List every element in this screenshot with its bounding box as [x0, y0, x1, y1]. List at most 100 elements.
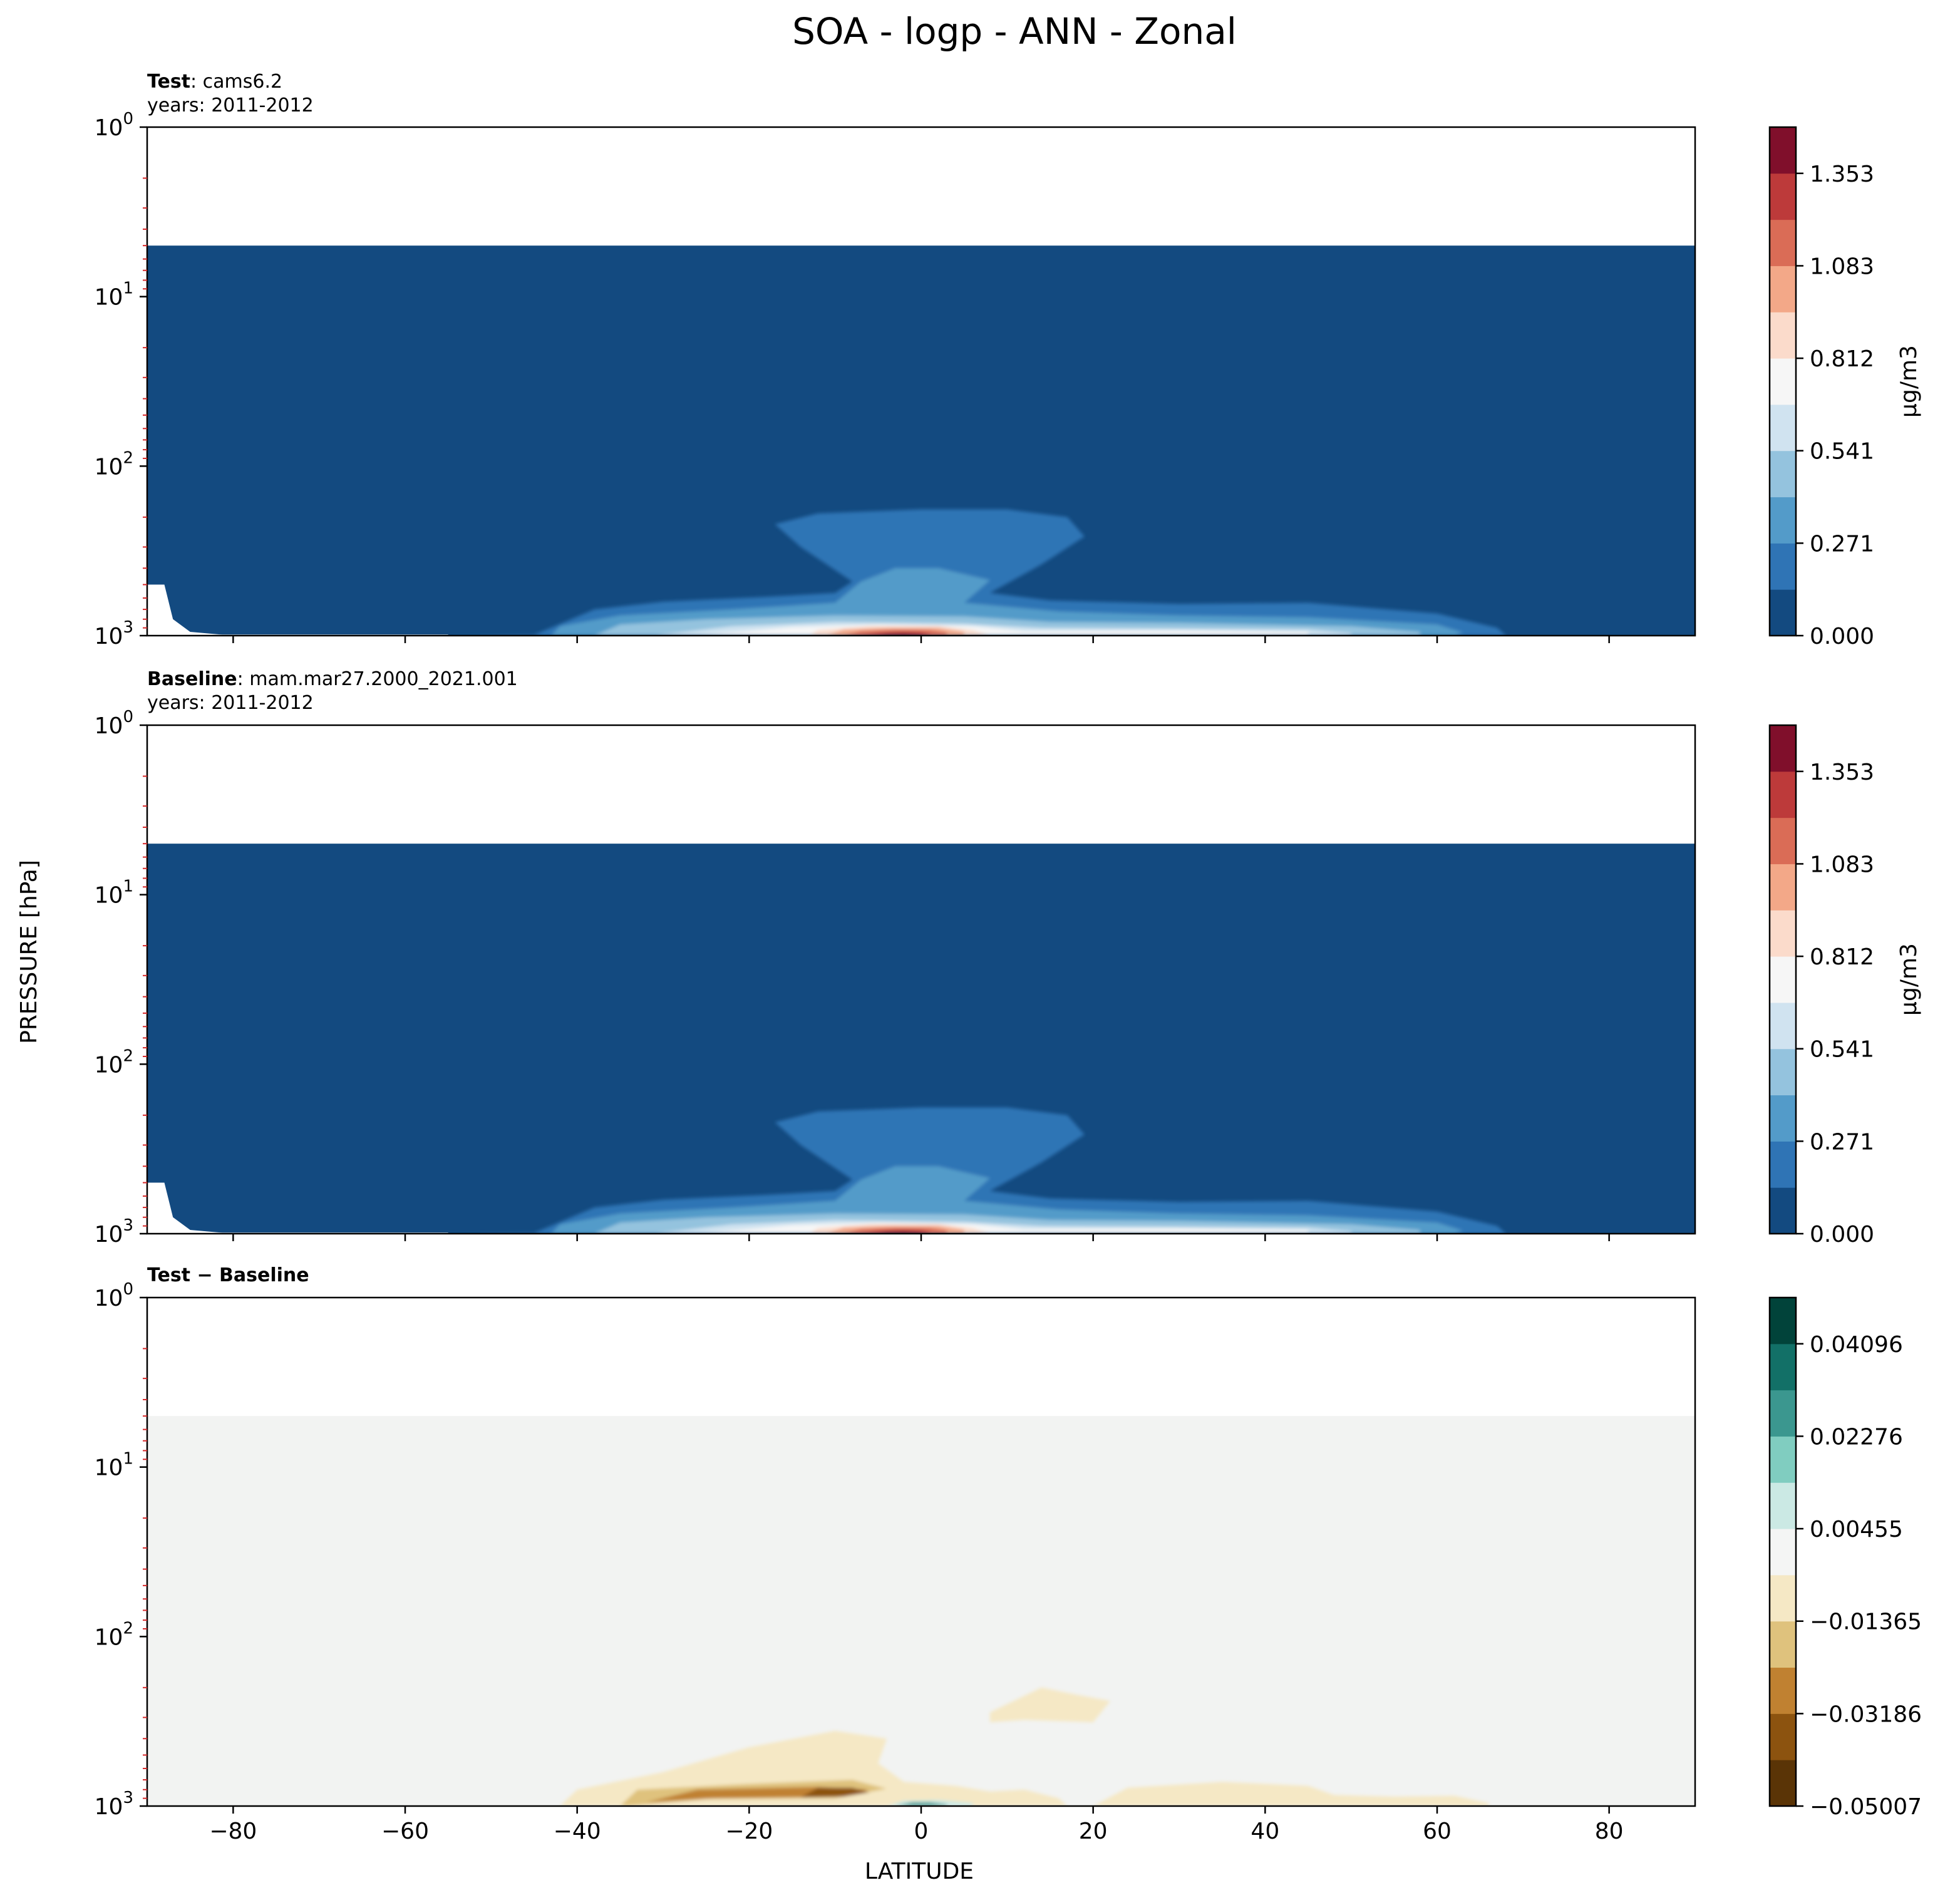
y-axis-label: PRESSURE [hPa]: [16, 860, 42, 1044]
panel-test-colorbar-tick-label: 0.812: [1810, 346, 1874, 372]
panel-diff-colorbar-tick-label: 0.04096: [1810, 1332, 1903, 1358]
panel-baseline-colorbar-segment: [1770, 1187, 1796, 1234]
panel-diff-plot: [147, 1416, 1695, 1806]
panel-diff-ytick-label-0: 100: [95, 1280, 133, 1311]
panel-test-colorbar: 0.000 0.271 0.541 0.812 1.083 1.353 μg/m3: [1768, 126, 1922, 649]
panel-baseline-colorbar-tick-label: 0.271: [1810, 1129, 1874, 1155]
panel-diff-colorbar-segment: [1770, 1667, 1796, 1714]
panel-diff-yaxis: 100 101 102 103: [95, 1280, 147, 1820]
panel-test-colorbar-segment: [1770, 404, 1796, 452]
panel-baseline-ytick-label-3: 103: [95, 1216, 133, 1247]
panel-baseline-xaxis: [232, 1234, 1610, 1241]
panel-baseline-colorbar-segment: [1770, 817, 1796, 864]
panel-test-colorbar-frame: [1768, 126, 1797, 637]
panel-baseline-colorbar-segment: [1770, 910, 1796, 957]
panel-diff-xtick-label: 40: [1251, 1819, 1279, 1844]
panel-baseline-plot: [147, 844, 1695, 1234]
panel-diff-xaxis: −80 −60 −40 −20 0 20 40 60 80: [209, 1806, 1624, 1844]
panel-diff-ytick-label-2: 102: [95, 1619, 133, 1650]
panel-diff-colorbar-tick-label: 0.00455: [1810, 1517, 1903, 1542]
panel-diff-colorbar-segment: [1770, 1621, 1796, 1668]
panel-diff-contour-tan3: [1093, 1782, 1489, 1806]
panel-test-yaxis: 100 101 102 103: [95, 110, 147, 649]
panel-baseline-colorbar-tick-label: 0.812: [1810, 944, 1874, 970]
panel-diff-ytick-label-1: 101: [95, 1450, 133, 1481]
panel-test-colorbar-segment: [1770, 312, 1796, 359]
panel-baseline-colorbar-frame: [1768, 724, 1797, 1235]
figure-title: SOA - logp - ANN - Zonal: [792, 10, 1237, 53]
panel-diff-colorbar-tick-label: −0.05007: [1810, 1794, 1922, 1820]
panel-baseline-colorbar-tick-label: 0.541: [1810, 1037, 1874, 1063]
panel-test-title: Test: cams6.2: [147, 71, 282, 93]
panel-baseline-label-bold: Baseline: [147, 668, 237, 690]
panel-test-colorbar-tick-label: 0.541: [1810, 439, 1874, 465]
panel-test-label-rest: : cams6.2: [190, 71, 282, 93]
panel-test-colorbar-segment: [1770, 497, 1796, 544]
panel-diff-xtick-label: −40: [554, 1819, 601, 1844]
panel-test-colorbar-tick-label: 1.083: [1810, 254, 1874, 279]
panel-baseline-colorbar-tick-label: 1.353: [1810, 760, 1874, 785]
panel-diff-label-bold: Test: [147, 1264, 190, 1286]
panel-test-label-bold: Test: [147, 71, 190, 93]
panel-diff-colorbar-tick-label: 0.02276: [1810, 1424, 1903, 1450]
panel-baseline-colorbar-segment: [1770, 1048, 1796, 1096]
panel-diff-colorbar-segment: [1770, 1390, 1796, 1437]
panel-diff-colorbar-segment: [1770, 1298, 1796, 1345]
panel-test-ytick-label-0: 100: [95, 110, 133, 141]
panel-test-colorbar-segment: [1770, 450, 1796, 498]
panel-baseline-ytick-label-1: 101: [95, 877, 133, 909]
panel-test-colorbar-tick-label: 0.000: [1810, 624, 1874, 649]
panel-baseline-label-rest: : mam.mar27.2000_2021.001: [237, 668, 518, 690]
panel-test-colorbar-segment: [1770, 127, 1796, 174]
panel-baseline-colorbar-label: μg/m3: [1896, 943, 1922, 1016]
panel-diff-colorbar-segment: [1770, 1436, 1796, 1483]
panel-test-years: years: 2011-2012: [147, 95, 314, 116]
panel-test-colorbar-segment: [1770, 173, 1796, 220]
panel-test-colorbar-segment: [1770, 589, 1796, 636]
panel-diff-xtick-label: 0: [914, 1819, 929, 1844]
panel-baseline-ytick-label-0: 100: [95, 708, 133, 739]
panel-diff-xtick-label: 80: [1595, 1819, 1624, 1844]
panel-baseline-ytick-label-2: 102: [95, 1046, 133, 1078]
panel-diff-xtick-label: −20: [725, 1819, 773, 1844]
panel-diff-field-base: [147, 1416, 1695, 1806]
panel-baseline-colorbar: 0.000 0.271 0.541 0.812 1.083 1.353 μg/m3: [1768, 724, 1922, 1247]
panel-test-colorbar-segment: [1770, 266, 1796, 312]
panel-test-xaxis: [232, 636, 1610, 643]
panel-diff-colorbar-segment: [1770, 1529, 1796, 1576]
panel-baseline-missing-area: [147, 1182, 234, 1234]
panel-test-contour-band1: [431, 509, 1506, 636]
panel-diff-xtick-label: 20: [1079, 1819, 1108, 1844]
panel-diff-colorbar: −0.05007 −0.03186 −0.01365 0.00455 0.02276 0.…: [1768, 1296, 1922, 1820]
panel-diff-xtick-label: 60: [1423, 1819, 1452, 1844]
panel-diff-ytick-label-3: 103: [95, 1789, 133, 1820]
panel-baseline-colorbar-segment: [1770, 956, 1796, 1003]
panel-diff-title: Test − Baseline: [147, 1264, 309, 1286]
x-axis-label: LATITUDE: [865, 1859, 974, 1884]
panel-test-colorbar-label: μg/m3: [1896, 345, 1922, 418]
panel-diff-colorbar-segment: [1770, 1713, 1796, 1760]
panel-diff-colorbar-tick-label: −0.01365: [1810, 1609, 1922, 1635]
panel-baseline-colorbar-segment: [1770, 1002, 1796, 1050]
panel-baseline: Baseline: mam.mar27.2000_2021.001 years:…: [95, 668, 1922, 1247]
panel-baseline-colorbar-segment: [1770, 1095, 1796, 1142]
panel-baseline-years: years: 2011-2012: [147, 692, 314, 714]
panel-diff-contour-tan2: [989, 1687, 1111, 1723]
panel-diff-colorbar-segment: [1770, 1760, 1796, 1807]
panel-test-ytick-label-1: 101: [95, 279, 133, 311]
panel-diff-colorbar-segment: [1770, 1574, 1796, 1622]
panel-diff-xtick-label: −60: [381, 1819, 429, 1844]
panel-baseline-colorbar-segment: [1770, 725, 1796, 772]
panel-diff-colorbar-segment: [1770, 1343, 1796, 1391]
panel-diff-xtick-label: −80: [209, 1819, 257, 1844]
panel-test: Test: cams6.2 years: 2011-2012 100 101 102…: [95, 71, 1922, 649]
panel-test-colorbar-segment: [1770, 358, 1796, 405]
panel-diff-colorbar-frame: [1768, 1296, 1797, 1807]
panel-baseline-colorbar-tick-label: 0.000: [1810, 1222, 1874, 1247]
panel-diff-label-rest: − Baseline: [190, 1264, 309, 1286]
panel-test-ytick-label-2: 102: [95, 448, 133, 480]
panel-test-ytick-label-3: 103: [95, 618, 133, 649]
panel-test-colorbar-segment: [1770, 219, 1796, 266]
panel-baseline-title: Baseline: mam.mar27.2000_2021.001: [147, 668, 518, 690]
